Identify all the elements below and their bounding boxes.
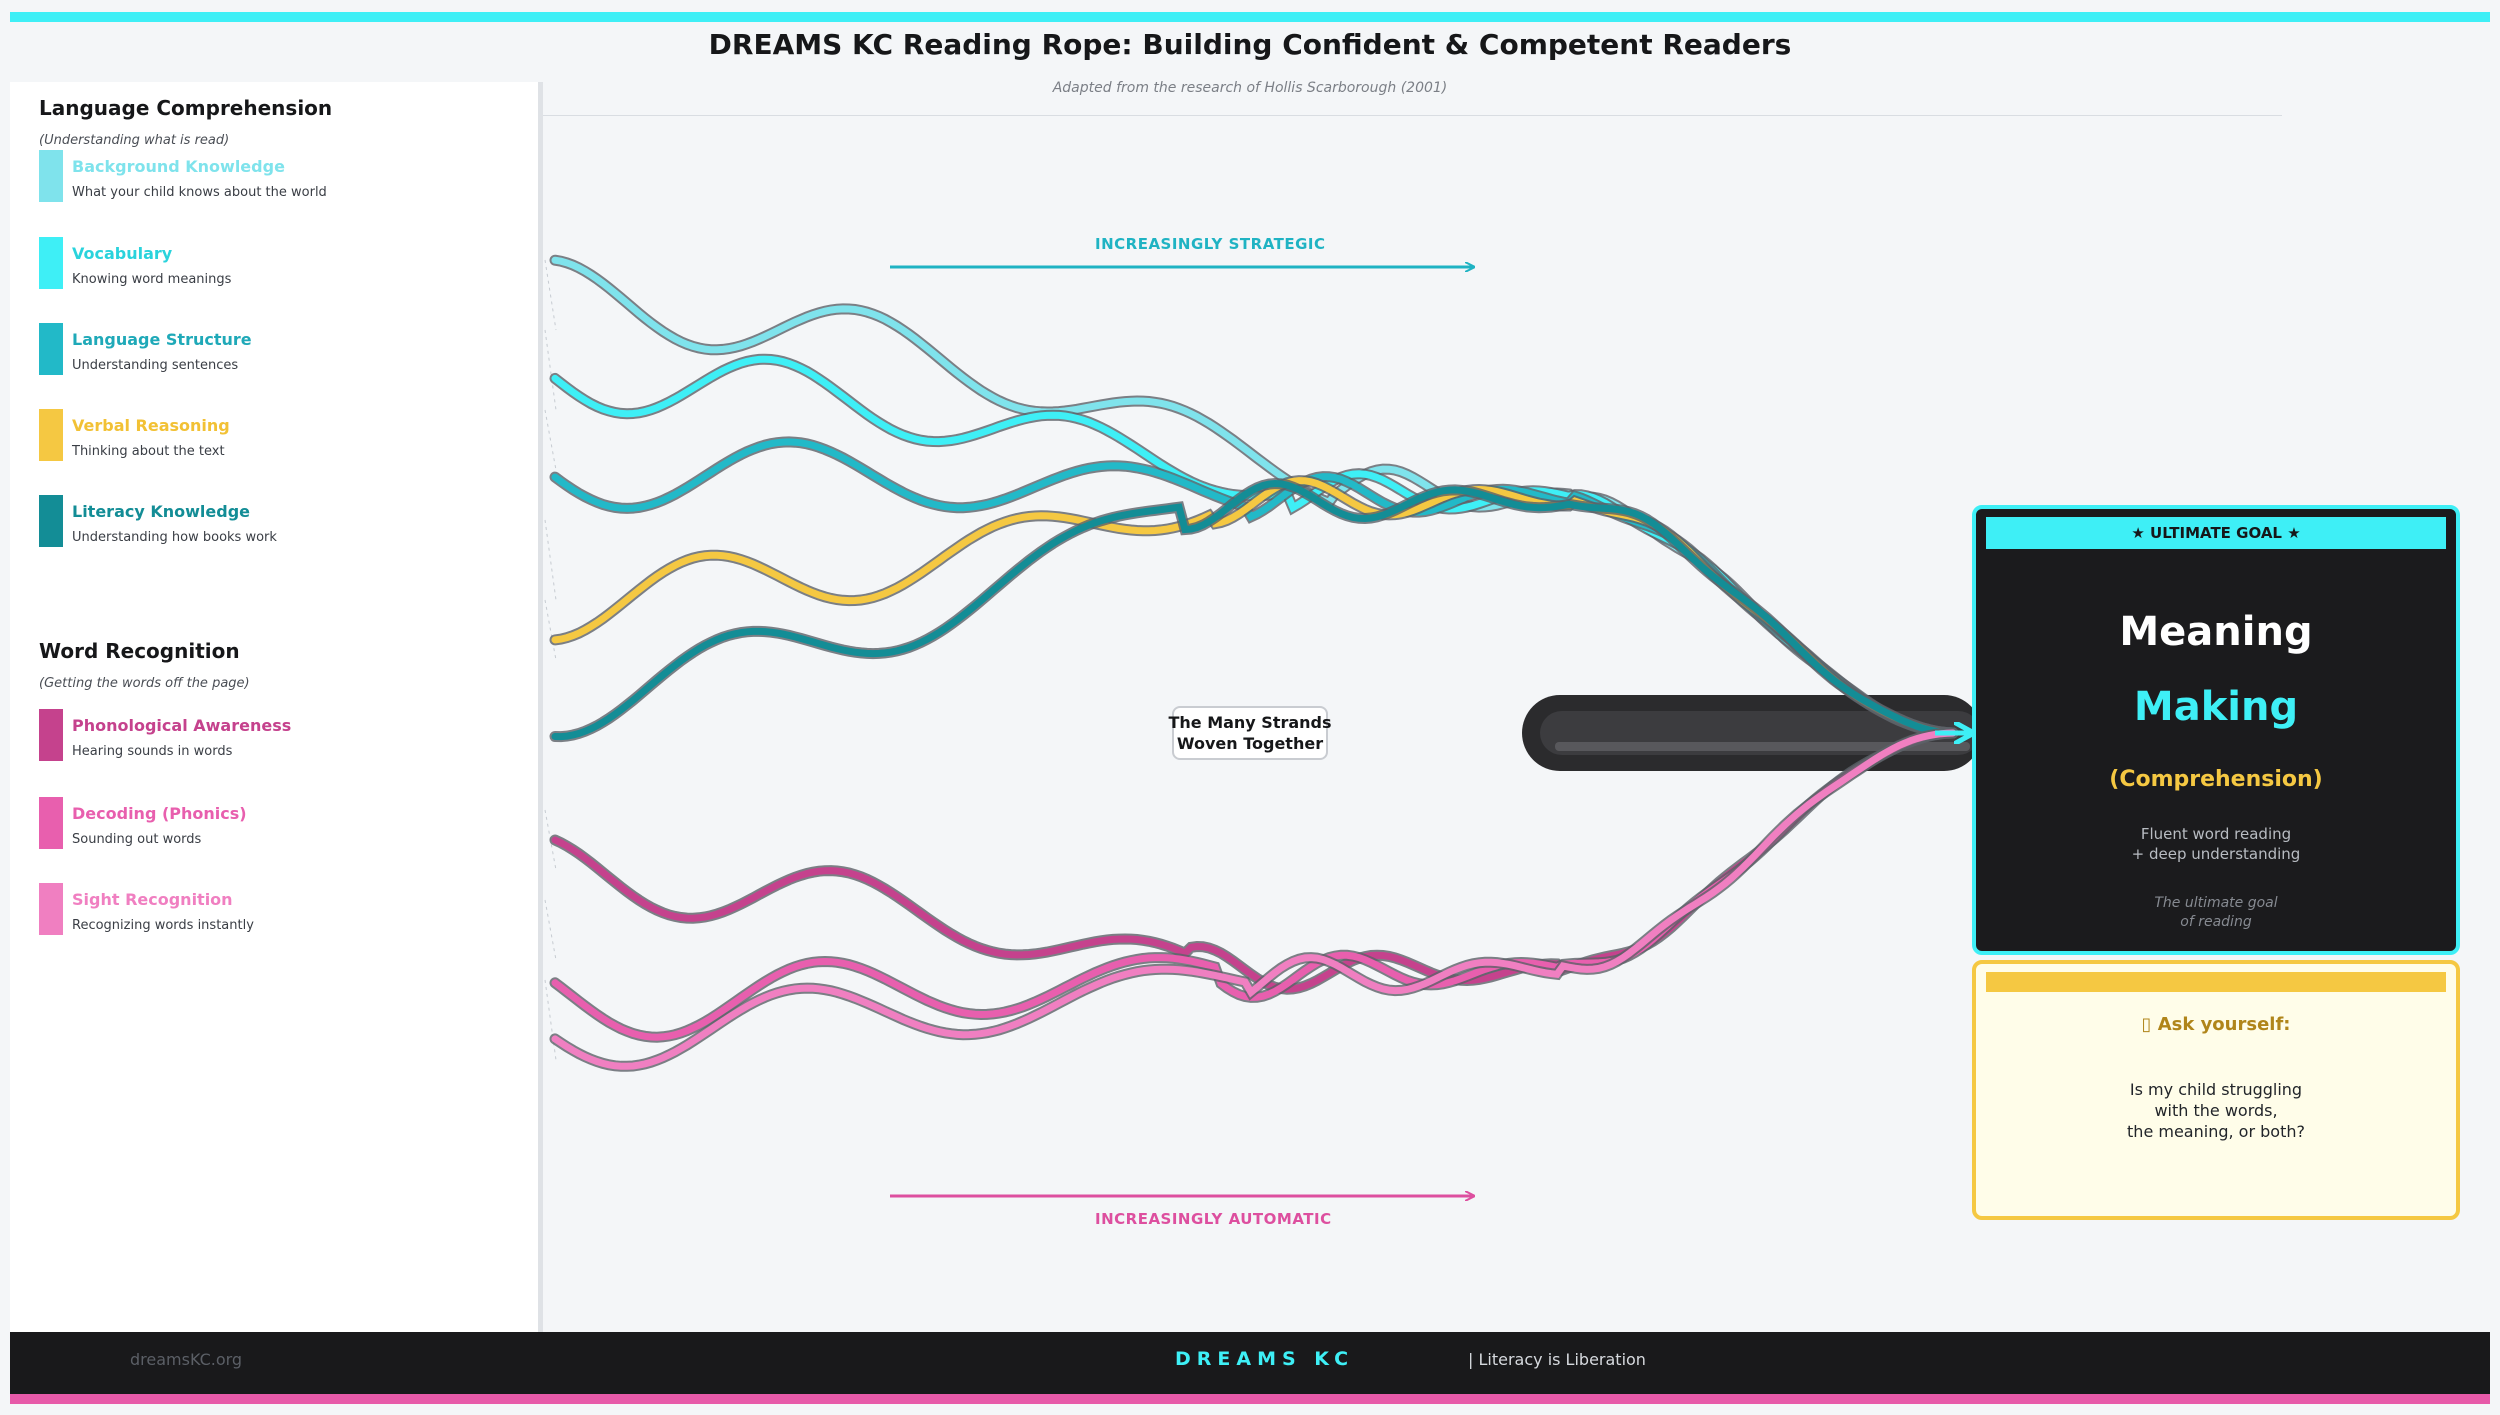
- strand-vocabulary: [551, 355, 1957, 737]
- footer-tagline: | Literacy is Liberation: [1468, 1350, 1646, 1369]
- footer-brand: DREAMS KC: [1175, 1348, 1355, 1370]
- footer-bar: dreamsKC.org DREAMS KC | Literacy is Lib…: [10, 1332, 2490, 1394]
- legend-desc: Recognizing words instantly: [72, 918, 254, 933]
- goal-note-line1: The ultimate goal: [2154, 895, 2278, 911]
- ultimate-goal-card: ★ ULTIMATE GOAL ★ Meaning Making (Compre…: [1972, 505, 2460, 955]
- strand-vocabulary-outline: [549, 353, 1959, 739]
- legend-desc: Thinking about the text: [72, 444, 225, 459]
- goal-word-meaning: Meaning: [2119, 609, 2313, 655]
- sidebar-divider: [538, 82, 543, 1332]
- legend-swatch: [39, 883, 63, 935]
- goal-word-making: Making: [2133, 684, 2299, 730]
- language-group-subtitle: (Understanding what is read): [39, 133, 230, 148]
- legend-item-decoding: Decoding (Phonics) Sounding out words: [39, 797, 519, 853]
- legend-label: Sight Recognition: [72, 890, 233, 909]
- ultimate-goal-banner: ★ ULTIMATE GOAL ★: [1986, 517, 2446, 549]
- goal-note: The ultimate goal of reading: [1976, 894, 2456, 932]
- legend-item-verbal-reasoning: Verbal Reasoning Thinking about the text: [39, 409, 519, 465]
- goal-desc-line2: + deep understanding: [2131, 845, 2301, 863]
- strand-literacy-knowledge: [551, 479, 1957, 741]
- legend-swatch: [39, 797, 63, 849]
- legend-swatch: [39, 323, 63, 375]
- language-group-title: Language Comprehension: [39, 96, 333, 120]
- legend-desc: Sounding out words: [72, 832, 202, 847]
- ask-line1: Is my child struggling: [2129, 1080, 2303, 1099]
- strand-sight-recognition: [551, 729, 1957, 1070]
- legend-label: Decoding (Phonics): [72, 804, 247, 823]
- ask-line2: with the words,: [2154, 1101, 2278, 1120]
- ask-accent-bar: [1986, 972, 2446, 992]
- strand-sight-recognition-outline: [549, 727, 1959, 1072]
- goal-desc-line1: Fluent word reading: [2140, 825, 2292, 843]
- legend-desc: Understanding how books work: [72, 530, 277, 545]
- legend-item-vocabulary: Vocabulary Knowing word meanings: [39, 237, 519, 293]
- goal-note-line2: of reading: [2180, 914, 2252, 930]
- word-group-subtitle: (Getting the words off the page): [39, 676, 250, 691]
- legend-swatch: [39, 237, 63, 289]
- legend-label: Literacy Knowledge: [72, 502, 251, 521]
- goal-description: Fluent word reading + deep understanding: [1976, 824, 2456, 864]
- legend-label: Language Structure: [72, 330, 252, 349]
- strand-group: [549, 254, 1959, 1072]
- legend-item-background-knowledge: Background Knowledge What your child kno…: [39, 150, 519, 206]
- ask-line3: the meaning, or both?: [2127, 1122, 2305, 1141]
- page-subtitle: Adapted from the research of Hollis Scar…: [1052, 80, 1448, 96]
- legend-item-language-structure: Language Structure Understanding sentenc…: [39, 323, 519, 379]
- word-group-title: Word Recognition: [39, 639, 240, 663]
- footer-url[interactable]: dreamsKC.org: [130, 1350, 243, 1369]
- strands-label-line1: The Many Strands: [1168, 713, 1332, 732]
- strands-woven-label: The Many Strands Woven Together: [1168, 706, 1332, 760]
- legend-desc: Knowing word meanings: [72, 272, 232, 287]
- page-title: DREAMS KC Reading Rope: Building Confide…: [708, 28, 1792, 61]
- legend-desc: What your child knows about the world: [72, 185, 327, 200]
- legend-swatch: [39, 150, 63, 202]
- legend-item-literacy-knowledge: Literacy Knowledge Understanding how boo…: [39, 495, 519, 551]
- strands-label-line2: Woven Together: [1176, 734, 1324, 753]
- legend-label: Phonological Awareness: [72, 716, 292, 735]
- legend-item-phonological-awareness: Phonological Awareness Hearing sounds in…: [39, 709, 519, 765]
- legend-desc: Hearing sounds in words: [72, 744, 233, 759]
- ask-yourself-card: ▯ Ask yourself: Is my child struggling w…: [1972, 960, 2460, 1220]
- ask-question: Is my child struggling with the words, t…: [1976, 1079, 2456, 1142]
- strategic-label: INCREASINGLY STRATEGIC: [1095, 235, 1326, 253]
- legend-item-sight-recognition: Sight Recognition Recognizing words inst…: [39, 883, 519, 939]
- legend-swatch: [39, 495, 63, 547]
- legend-swatch: [39, 409, 63, 461]
- legend-swatch: [39, 709, 63, 761]
- goal-comprehension: (Comprehension): [2109, 767, 2323, 792]
- automatic-label: INCREASINGLY AUTOMATIC: [1095, 1210, 1332, 1228]
- footer-accent-bar: [10, 1394, 2490, 1404]
- legend-label: Vocabulary: [72, 244, 173, 263]
- ask-title: ▯ Ask yourself:: [2141, 1014, 2291, 1035]
- legend-label: Background Knowledge: [72, 157, 285, 176]
- rope-shine: [1555, 742, 1970, 751]
- legend-desc: Understanding sentences: [72, 358, 239, 373]
- top-accent-bar: [10, 12, 2490, 22]
- header-divider: [10, 115, 2282, 116]
- legend-label: Verbal Reasoning: [72, 416, 230, 435]
- legend-sidebar: [10, 82, 540, 1332]
